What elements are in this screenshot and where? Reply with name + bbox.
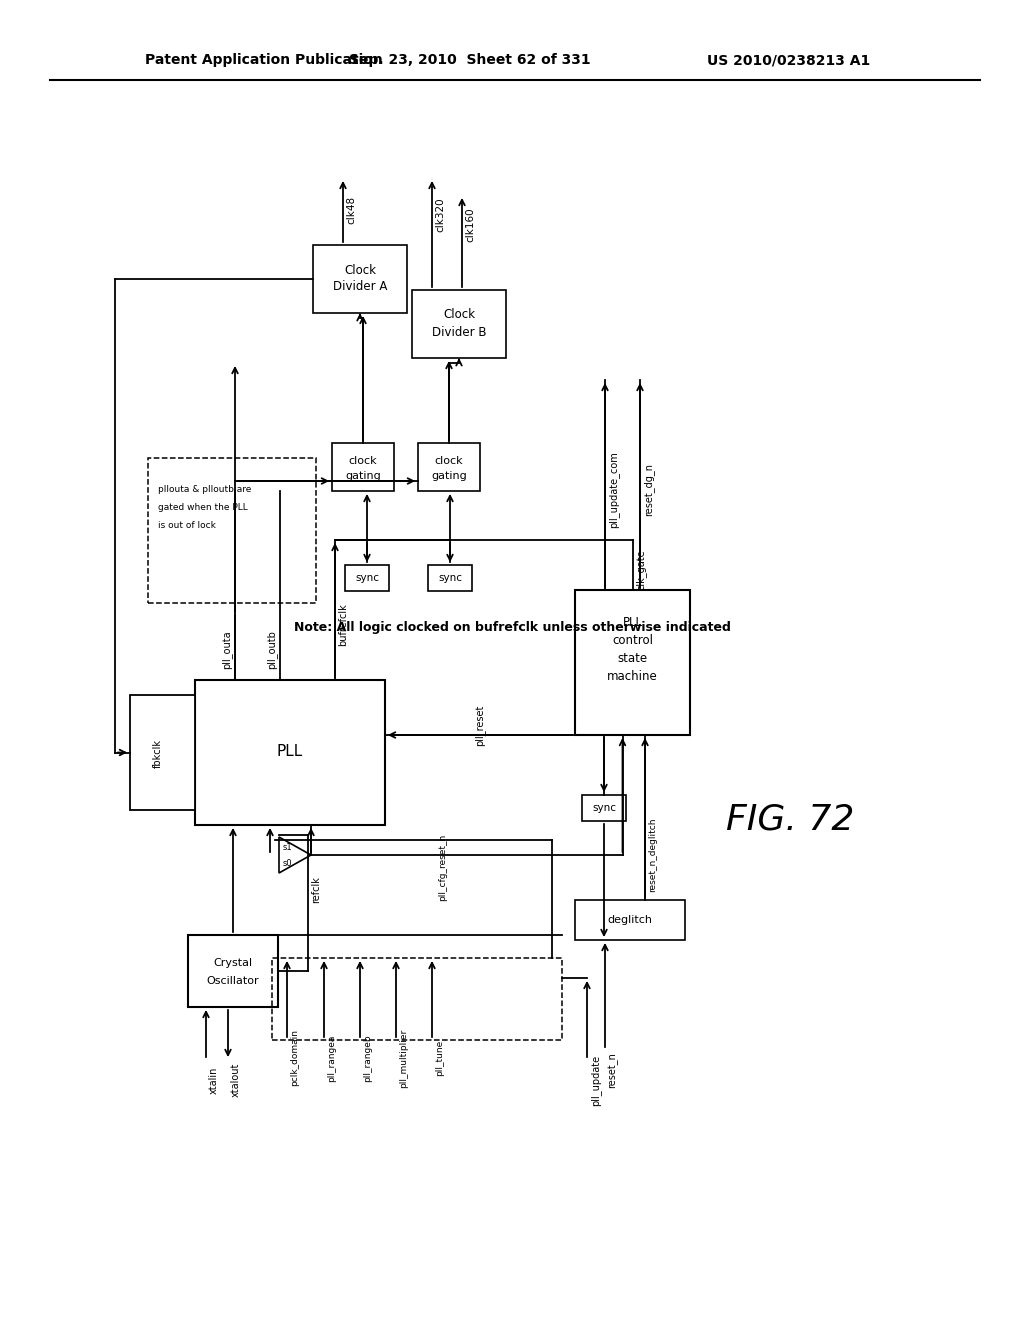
Text: Oscillator: Oscillator (207, 975, 259, 986)
Text: clock: clock (434, 455, 463, 466)
Bar (188, 935, 278, 1007)
Text: bufrefclk: bufrefclk (338, 603, 348, 647)
Text: US 2010/0238213 A1: US 2010/0238213 A1 (707, 53, 870, 67)
Text: Divider A: Divider A (333, 281, 387, 293)
Text: pll_outb: pll_outb (266, 631, 278, 669)
Text: s1: s1 (283, 842, 292, 851)
Polygon shape (279, 837, 311, 873)
Text: pll_rangea: pll_rangea (327, 1035, 336, 1081)
Bar (313, 246, 407, 313)
Text: Clock: Clock (344, 264, 376, 276)
Text: sync: sync (438, 573, 462, 583)
Text: is out of lock: is out of lock (158, 521, 216, 531)
Text: pll_update: pll_update (590, 1055, 601, 1106)
Text: reset_n: reset_n (608, 1052, 618, 1088)
Bar (418, 444, 480, 491)
Bar (148, 458, 316, 603)
Text: pclk_domain: pclk_domain (290, 1030, 299, 1086)
Text: clk160: clk160 (465, 207, 475, 243)
Bar (272, 958, 562, 1040)
Text: clk320: clk320 (435, 198, 445, 232)
Text: reset_n_deglitch: reset_n_deglitch (648, 818, 657, 892)
Bar (575, 900, 685, 940)
Text: Sep. 23, 2010  Sheet 62 of 331: Sep. 23, 2010 Sheet 62 of 331 (349, 53, 591, 67)
Text: xtalin: xtalin (209, 1067, 219, 1094)
Bar (575, 590, 690, 735)
Text: refclk: refclk (311, 876, 321, 903)
Text: Clock: Clock (443, 309, 475, 322)
Bar (412, 290, 506, 358)
Text: FIG. 72: FIG. 72 (726, 803, 854, 837)
Text: control: control (612, 634, 653, 647)
Text: clk_gate: clk_gate (636, 549, 646, 590)
Text: sync: sync (355, 573, 379, 583)
Text: reset_dg_n: reset_dg_n (643, 463, 654, 516)
Bar (345, 565, 389, 591)
Text: pll_tune: pll_tune (435, 1040, 444, 1076)
Text: gated when the PLL: gated when the PLL (158, 503, 248, 512)
Text: PLL: PLL (623, 615, 642, 628)
Bar (130, 696, 195, 810)
Text: PLL: PLL (276, 744, 303, 759)
Bar (582, 795, 626, 821)
Text: gating: gating (345, 471, 381, 480)
Text: clock: clock (349, 455, 377, 466)
Text: deglitch: deglitch (607, 915, 652, 925)
Text: pll_reset: pll_reset (474, 705, 485, 746)
Bar (332, 444, 394, 491)
Text: clk48: clk48 (346, 195, 356, 224)
Text: Crystal: Crystal (213, 958, 253, 968)
Text: pll_multiplier: pll_multiplier (399, 1028, 408, 1088)
Text: pll_update_com: pll_update_com (608, 451, 618, 528)
Text: state: state (617, 652, 647, 664)
Text: s0: s0 (283, 858, 292, 867)
Text: gating: gating (431, 471, 467, 480)
Bar (428, 565, 472, 591)
Text: pll_cfg_reset_n: pll_cfg_reset_n (438, 833, 447, 900)
Text: fbkclk: fbkclk (153, 738, 163, 767)
Text: Divider B: Divider B (432, 326, 486, 338)
Bar (195, 680, 385, 825)
Text: pllouta & plloutb are: pllouta & plloutb are (158, 486, 251, 495)
Text: pll_rangeb: pll_rangeb (362, 1034, 372, 1082)
Text: Note: All logic clocked on bufrefclk unless otherwise indicated: Note: All logic clocked on bufrefclk unl… (294, 622, 730, 635)
Text: machine: machine (607, 669, 657, 682)
Text: pll_outa: pll_outa (221, 631, 232, 669)
Text: sync: sync (592, 803, 616, 813)
Text: Patent Application Publication: Patent Application Publication (145, 53, 383, 67)
Text: xtalout: xtalout (231, 1063, 241, 1097)
